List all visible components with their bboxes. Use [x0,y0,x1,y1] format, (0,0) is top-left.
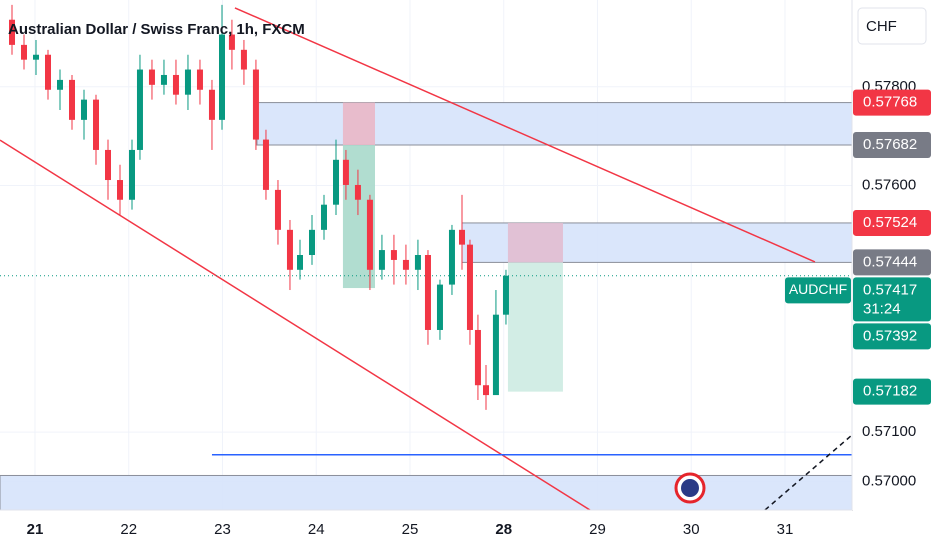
currency-label[interactable]: CHF [866,18,897,35]
plot-area [0,0,853,511]
price-label-box [853,249,931,276]
x-tick-label: 28 [495,521,512,538]
candle-body [424,255,431,330]
candle-body [297,255,303,270]
candle-body [105,149,111,181]
currency-button[interactable] [857,7,927,45]
x-tick-label: 29 [589,521,606,538]
price-label: 0.57392 [863,327,917,344]
candle-body [342,159,349,185]
candle-body [57,79,63,90]
candle-body [172,74,179,95]
candle-body [262,139,269,190]
candle-body [436,284,443,330]
x-tick-label: 21 [27,521,44,538]
x-tick-label: 22 [120,521,137,538]
trend-line [764,434,853,511]
candle-body [136,69,143,150]
candle-body [81,99,87,120]
candle-body [366,199,373,270]
price-countdown: 31:24 [863,300,901,317]
trend-line [234,7,816,263]
candle-body [448,229,455,285]
candle-body [148,69,155,85]
candle-body [196,69,203,90]
price-label: 0.57182 [863,383,917,400]
zone [0,474,853,511]
x-tick-label: 25 [402,521,419,538]
candle-body [354,184,361,200]
price-label: 0.57682 [863,136,917,153]
candle-body [309,229,315,255]
candle-body [474,329,481,386]
candle-body [502,275,509,315]
y-tick-label: 0.57600 [862,176,916,193]
price-label-box [853,378,931,405]
price-label: 0.57524 [863,214,917,231]
price-label-box [853,277,931,322]
zone [507,222,563,263]
candle-body [228,34,235,50]
candle-body [21,44,27,60]
price-label-box [853,209,931,236]
candle-body [93,99,99,150]
zone [507,262,563,392]
candle-body [219,34,225,120]
candle-body [483,385,489,396]
price-label: 0.57444 [863,253,917,270]
candle-body [129,149,135,200]
candle-body [390,250,397,260]
y-tick-label: 0.57000 [862,472,916,489]
candle-body [184,69,191,95]
candle-body [333,159,339,205]
candle-body [286,229,293,270]
chart-title: Australian Dollar / Swiss Franc, 1h, FXC… [8,21,305,38]
flag-icon [674,472,706,504]
candle-body [160,74,167,85]
candle-body [33,54,39,60]
candle-body [117,180,123,200]
candle-body [414,255,421,270]
trend-line [0,139,591,511]
candle-body [69,79,75,120]
candle-body [321,204,327,230]
candle-body [466,244,473,330]
zone [342,102,375,146]
candle-body [459,229,465,245]
x-tick-label: 23 [214,521,231,538]
price-label: 0.57417 [863,281,917,298]
x-tick-label: 24 [308,521,325,538]
x-tick-label: 30 [683,521,700,538]
candle-body [274,189,281,230]
candle-body [208,89,215,120]
candle-body [378,250,385,270]
price-label-box [853,89,931,116]
symbol-label: AUDCHF [789,281,847,297]
candle-body [492,314,499,396]
candle-body [252,69,259,140]
candle-body [402,259,409,270]
candle-body [240,49,247,70]
price-label-box [853,132,931,159]
symbol-label-box [785,277,851,304]
price-label-box [853,323,931,350]
price-label: 0.57768 [863,94,917,111]
candle-body [45,54,51,90]
x-tick-label: 31 [777,521,794,538]
y-tick-label: 0.57100 [862,423,916,440]
candle-body [9,19,15,45]
